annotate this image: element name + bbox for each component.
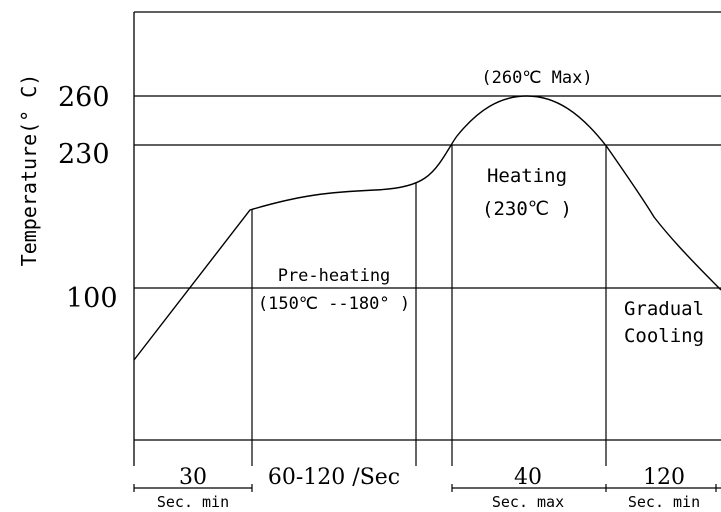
preheating-label: Pre-heating xyxy=(278,266,391,286)
unit-heating: Sec. max xyxy=(492,493,564,511)
unit-initial: Sec. min xyxy=(157,493,229,511)
heating-range: (230℃ ) xyxy=(482,198,572,220)
duration-heating: 40 xyxy=(514,465,542,490)
temperature-profile-line xyxy=(133,95,721,361)
plot-frame xyxy=(133,11,721,466)
cooling-label-line1: Gradual xyxy=(624,298,704,320)
zone-dividers xyxy=(251,145,607,466)
heating-label: Heating xyxy=(487,165,567,187)
y-axis-label: Temperature(° C) xyxy=(17,74,41,267)
y-tick-100: 100 xyxy=(66,283,118,314)
reference-lines xyxy=(134,95,721,289)
cooling-label-line2: Cooling xyxy=(624,325,704,347)
preheating-range: (150℃ --180° ) xyxy=(258,294,410,314)
duration-preheating: 60-120 /Sec xyxy=(268,465,400,490)
peak-label: (260℃ Max) xyxy=(481,68,592,88)
timeline-ticks xyxy=(133,484,721,492)
duration-cooling: 120 xyxy=(643,465,685,490)
y-tick-260: 260 xyxy=(58,82,110,113)
duration-initial: 30 xyxy=(179,465,207,490)
y-tick-230: 230 xyxy=(58,139,110,170)
unit-cooling: Sec. min xyxy=(628,493,700,511)
